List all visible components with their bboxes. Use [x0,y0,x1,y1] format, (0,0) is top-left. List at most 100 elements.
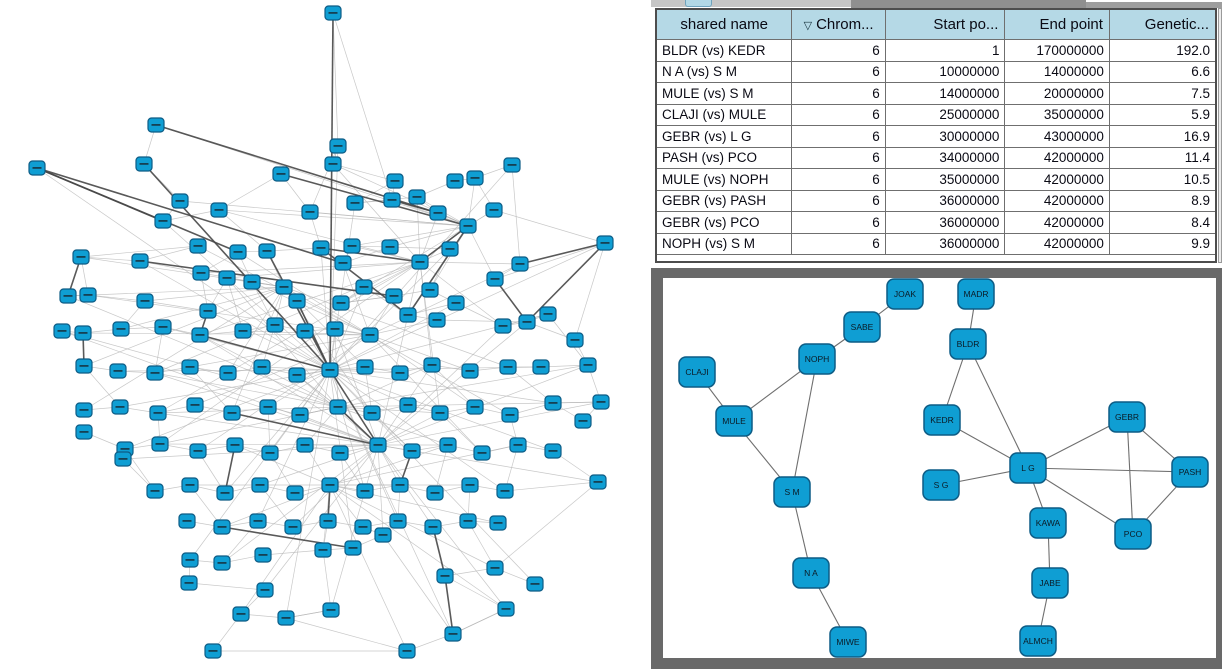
network-node[interactable] [75,424,93,440]
network-node[interactable] [154,213,172,229]
cell-value[interactable]: 36000000 [884,189,1006,212]
cell-value[interactable]: 11.4 [1108,146,1215,169]
network-node[interactable] [334,255,352,271]
network-node[interactable] [423,357,441,373]
network-node[interactable] [509,437,527,453]
network-node[interactable] [355,279,373,295]
network-node[interactable] [447,295,465,311]
network-node[interactable] [494,318,512,334]
network-node[interactable] [356,359,374,375]
network-node[interactable] [329,138,347,154]
network-node[interactable] [518,314,536,330]
network-node[interactable] [258,243,276,259]
table-row[interactable]: CLAJI (vs) MULE 6 25000000 35000000 5.9 [657,103,1215,126]
network-node[interactable] [398,643,416,659]
table-row[interactable]: NOPH (vs) S M 6 36000000 42000000 9.9 [657,232,1215,255]
top-scrollbar-thumb[interactable] [1086,0,1222,8]
cell-shared-name[interactable]: GEBR (vs) PCO [657,211,793,234]
cell-value[interactable]: 6 [791,82,886,105]
network-node[interactable] [389,513,407,529]
cell-value[interactable]: 1 [884,39,1006,62]
network-node[interactable] [111,399,129,415]
network-node[interactable] [496,483,514,499]
cell-value[interactable]: 6 [791,39,886,62]
network-node[interactable] [399,307,417,323]
network-node[interactable] [592,394,610,410]
network-node[interactable] [526,576,544,592]
table-vertical-scrollbar[interactable] [1218,8,1222,263]
overview-network-canvas[interactable] [0,0,651,669]
network-node[interactable] [544,443,562,459]
cell-shared-name[interactable]: NOPH (vs) S M [657,232,793,255]
network-node[interactable] [511,256,529,272]
cell-value[interactable]: 6 [791,103,886,126]
network-node[interactable] [72,249,90,265]
network-node[interactable] [369,437,387,453]
cell-shared-name[interactable]: MULE (vs) S M [657,82,793,105]
network-node[interactable] [544,395,562,411]
network-node[interactable] [441,241,459,257]
network-node[interactable] [249,513,267,529]
network-node[interactable] [385,288,403,304]
node-shape[interactable] [1031,567,1069,599]
cell-value[interactable]: 7.5 [1108,82,1215,105]
cell-value[interactable]: 36000000 [884,211,1006,234]
network-node[interactable] [503,157,521,173]
network-node[interactable] [421,282,439,298]
network-node[interactable] [232,606,250,622]
network-node[interactable] [259,399,277,415]
network-node[interactable] [408,189,426,205]
network-node[interactable] [343,238,361,254]
node-shape[interactable] [949,328,987,360]
column-header-shared-name[interactable]: shared name [657,10,793,40]
table-row[interactable]: BLDR (vs) KEDR 6 1 170000000 192.0 [657,39,1215,62]
network-node[interactable] [251,477,269,493]
cell-value[interactable]: 170000000 [1004,39,1110,62]
network-node[interactable] [178,513,196,529]
network-node[interactable] [326,321,344,337]
node-NOPH[interactable]: NOPH [798,343,836,375]
cell-shared-name[interactable]: BLDR (vs) KEDR [657,39,793,62]
network-node[interactable] [574,413,592,429]
cell-value[interactable]: 20000000 [1004,82,1110,105]
network-node[interactable] [189,443,207,459]
network-node[interactable] [75,358,93,374]
node-shape[interactable] [1108,401,1146,433]
node-shape[interactable] [715,405,753,437]
network-node[interactable] [223,405,241,421]
network-node[interactable] [532,359,550,375]
cell-value[interactable]: 6 [791,146,886,169]
node-MIWE[interactable]: MIWE [829,626,867,658]
network-node[interactable] [461,477,479,493]
network-node[interactable] [501,407,519,423]
node-PASH[interactable]: PASH [1171,456,1209,488]
node-shape[interactable] [922,469,960,501]
network-node[interactable] [539,306,557,322]
network-node[interactable] [499,359,517,375]
cell-value[interactable]: 14000000 [1004,60,1110,83]
network-node[interactable] [131,253,149,269]
network-node[interactable] [324,156,342,172]
cell-shared-name[interactable]: GEBR (vs) PASH [657,189,793,212]
network-node[interactable] [391,365,409,381]
column-header-start-position[interactable]: Start po... [884,10,1006,40]
network-node[interactable] [296,437,314,453]
network-node[interactable] [191,327,209,343]
network-node[interactable] [344,540,362,556]
cell-value[interactable]: 36000000 [884,232,1006,255]
cell-value[interactable]: 8.4 [1108,211,1215,234]
network-node[interactable] [219,365,237,381]
top-scrollbar-segment[interactable] [651,0,851,8]
network-node[interactable] [114,451,132,467]
table-row[interactable]: GEBR (vs) PCO 6 36000000 42000000 8.4 [657,211,1215,234]
network-node[interactable] [424,519,442,535]
table-row[interactable]: MULE (vs) S M 6 14000000 20000000 7.5 [657,82,1215,105]
network-node[interactable] [579,357,597,373]
cell-value[interactable]: 6 [791,60,886,83]
node-shape[interactable] [1171,456,1209,488]
network-node[interactable] [446,173,464,189]
network-node[interactable] [444,626,462,642]
network-node[interactable] [180,575,198,591]
network-node[interactable] [213,555,231,571]
network-node[interactable] [147,117,165,133]
